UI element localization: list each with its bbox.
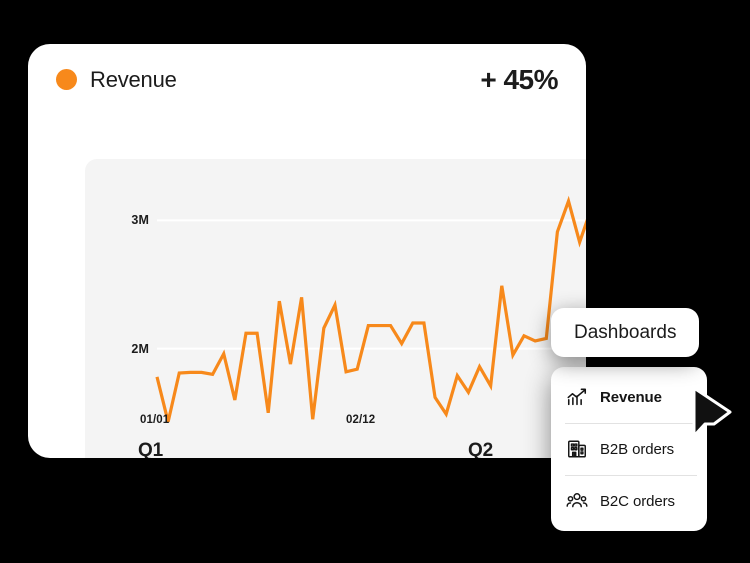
menu-item-b2b-orders[interactable]: B2B orders xyxy=(551,423,707,475)
revenue-line-path xyxy=(155,195,586,423)
dashboards-button-label: Dashboards xyxy=(574,321,677,343)
menu-item-label: Revenue xyxy=(600,388,662,406)
revenue-line-chart xyxy=(155,195,586,423)
menu-item-b2c-orders[interactable]: B2C orders xyxy=(551,475,707,527)
y-axis-tick-label: 3M xyxy=(131,213,149,228)
x-axis-tick-label: 01/01 xyxy=(140,414,170,426)
quarter-label: Q1 xyxy=(138,440,163,458)
chart-gridlines xyxy=(157,219,586,350)
menu-item-label: B2C orders xyxy=(600,492,675,510)
people-group-icon xyxy=(565,490,588,513)
page-title: Revenue xyxy=(90,66,177,92)
chart-y-axis: $1M2M3M xyxy=(85,159,157,458)
card-header: Revenue + 45% xyxy=(28,44,586,115)
chart-panel: $1M2M3M xyxy=(85,159,586,458)
delta-badge: + 45% xyxy=(480,63,558,95)
dashboards-button[interactable]: Dashboards xyxy=(551,308,700,357)
dashboards-dropdown-menu: Revenue B2B orders B2C orders xyxy=(551,367,707,531)
revenue-series-dot xyxy=(56,69,77,90)
x-axis-tick-label: 02/12 xyxy=(346,414,376,426)
y-axis-tick-label: 2M xyxy=(131,341,149,356)
office-building-icon xyxy=(565,438,588,461)
bar-chart-trend-icon xyxy=(565,386,588,409)
menu-item-label: B2B orders xyxy=(600,440,675,458)
quarter-label: Q2 xyxy=(468,440,493,458)
menu-item-revenue[interactable]: Revenue xyxy=(551,371,707,423)
